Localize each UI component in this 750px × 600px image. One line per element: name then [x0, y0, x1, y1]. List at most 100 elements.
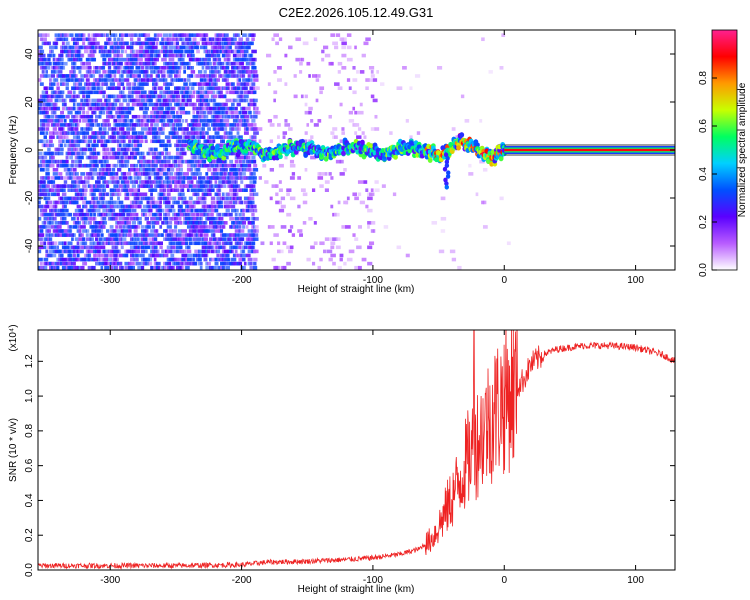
spectrogram-cell [243, 114, 249, 119]
spectrogram-cell [229, 212, 233, 217]
spectrogram-cell [341, 41, 347, 46]
spectrogram-cell [76, 245, 81, 250]
spectrogram-cell [49, 221, 54, 225]
spectrogram-cell [328, 237, 333, 241]
spectrogram-cell [194, 249, 200, 254]
spectrogram-cell [231, 204, 236, 209]
spectrogram-cell [67, 90, 73, 95]
spectrogram-cell [106, 270, 109, 274]
spectrogram-cell [201, 131, 206, 135]
spectrogram-cell [367, 208, 373, 213]
spectrogram-cell [232, 163, 237, 168]
spectrogram-cell [339, 102, 343, 107]
spectrogram-cell [223, 33, 229, 37]
spectrogram-cell [291, 172, 296, 176]
spectrogram-cell [238, 159, 242, 164]
spectrogram-cell [174, 270, 177, 274]
spectrogram-cell [43, 41, 50, 46]
spectrogram-cell [54, 70, 59, 74]
spectrogram-cell [175, 147, 180, 152]
spectrogram-cell [231, 110, 235, 115]
spectrogram-cell [71, 159, 75, 164]
spectrogram-cell [50, 261, 54, 266]
spectrogram-cell [133, 176, 139, 180]
spectrogram-cell [76, 257, 82, 262]
spectrogram-cell [91, 98, 97, 103]
spectrogram-cell [120, 265, 124, 270]
spectrogram-cell [61, 49, 66, 54]
spectrogram-cell [247, 229, 253, 233]
spectrogram-cell [104, 82, 109, 86]
spectrogram-cell [49, 261, 53, 266]
spectrogram-cell [229, 176, 235, 180]
spectrogram-cell [100, 110, 106, 115]
spectrogram-cell [216, 114, 221, 119]
spectrogram-cell [251, 82, 256, 86]
spectrogram-cell [109, 241, 116, 246]
spectrogram-cell [69, 196, 73, 201]
spectrogram-cell [214, 45, 220, 50]
spectrogram-cell [117, 131, 121, 135]
spectrogram-cell [131, 188, 138, 192]
spectrogram-cell [111, 114, 115, 119]
spectrogram-cell [85, 57, 90, 62]
spectrogram-cell [278, 249, 284, 254]
spectrogram-cell [174, 90, 180, 95]
spectrogram-cell [188, 82, 194, 86]
spectrogram-cell [71, 151, 75, 156]
spectrogram-cell [80, 114, 85, 119]
spectrogram-cell [157, 233, 163, 237]
spectrogram-cell [144, 66, 148, 70]
spectrogram-cell [229, 270, 232, 274]
spectrogram-cell [186, 188, 190, 192]
spectrogram-cell [63, 98, 67, 103]
spectrogram-cell [85, 233, 89, 237]
spectrogram-cell [137, 216, 142, 221]
spectrogram-cell [163, 192, 166, 197]
spectrogram-cell [354, 45, 357, 50]
spectrogram-cell [71, 131, 75, 135]
spectrogram-cell [139, 86, 145, 90]
spectrogram-cell [221, 233, 227, 237]
spectrogram-cell [111, 78, 115, 82]
spectrogram-cell [166, 245, 173, 250]
spectrogram-cell [238, 245, 242, 250]
spectrogram-cell [39, 168, 45, 172]
spectrogram-cell [102, 216, 107, 221]
spectrogram-cell [129, 237, 134, 241]
spectrogram-cell [117, 37, 121, 42]
spectrogram-cell [93, 86, 99, 90]
spectrogram-cell [183, 135, 187, 139]
spectrogram-cell [236, 102, 241, 107]
spectrogram-cell [63, 212, 68, 217]
spectrogram-cell [96, 102, 101, 107]
spectrogram-cell [225, 123, 230, 127]
spectrogram-cell [120, 37, 124, 42]
spectrogram-cell [153, 37, 159, 42]
spectrogram-cell [234, 192, 239, 197]
spectrogram-cell [232, 53, 237, 58]
spectrogram-cell [58, 270, 62, 274]
spectrogram-cell [238, 233, 245, 237]
spectrogram-cell [232, 33, 237, 37]
spectrogram-cell [102, 200, 107, 205]
spectrogram-cell [99, 270, 104, 274]
spectrogram-cell [98, 253, 105, 258]
spectrogram-cell [212, 172, 219, 176]
spectrogram-cell [203, 253, 209, 258]
spectrogram-cell [245, 127, 249, 131]
spectrogram-cell [106, 184, 110, 188]
spectrogram-cell [220, 90, 223, 95]
spectrogram-cell [175, 110, 179, 115]
spectrogram-cell [157, 70, 163, 74]
spectrogram-cell [166, 110, 171, 115]
spectrogram-cell [216, 49, 222, 54]
spectrogram-cell [122, 131, 126, 135]
spectrogram-cell [58, 151, 64, 156]
spectrogram-cell [153, 82, 157, 86]
spectrogram-cell [54, 208, 59, 213]
spectrogram-cell [67, 253, 71, 258]
spectrogram-cell [210, 49, 214, 54]
spectrogram-cell [128, 188, 134, 192]
spectrogram-cell [209, 98, 213, 103]
